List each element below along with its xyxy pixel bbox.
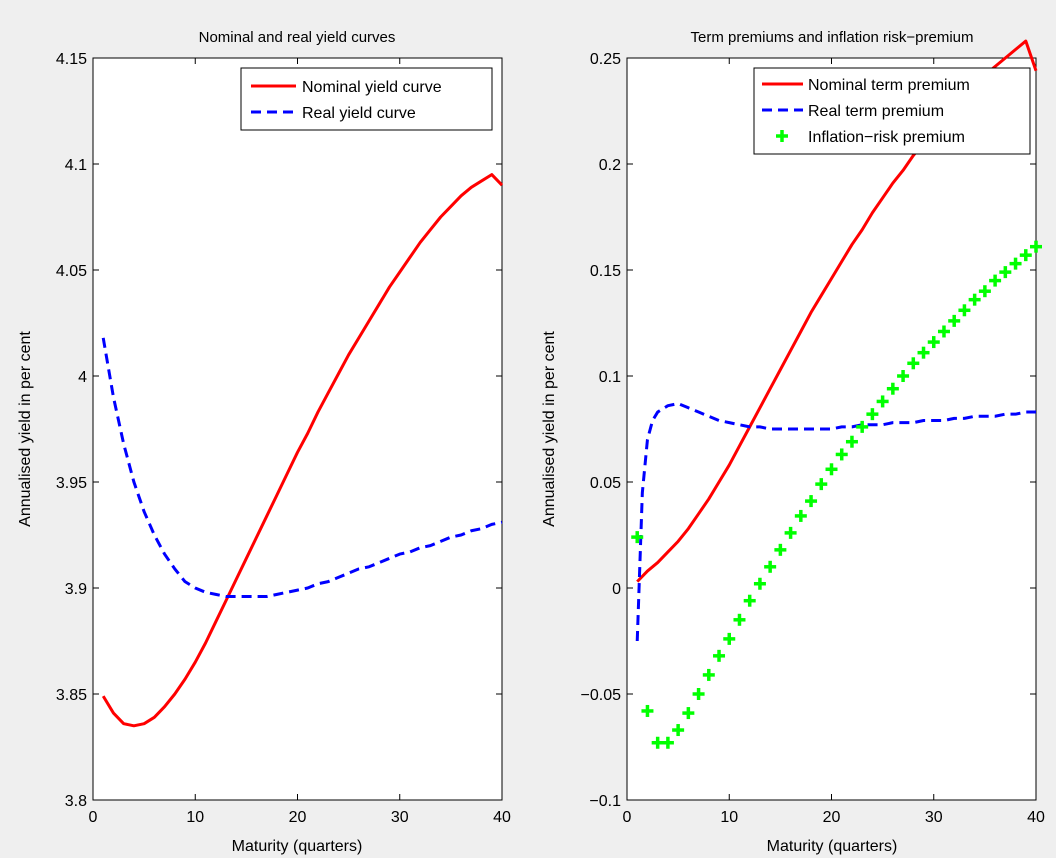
x-tick-label: 20 — [823, 809, 841, 826]
data-point — [1019, 249, 1032, 262]
data-point — [641, 704, 654, 717]
axis-ticks: 0 10 20 30 40 3.8 3.85 3.9 3.95 4 4.05 4.1 4.15 — [56, 51, 511, 826]
y-tick-label: 4.05 — [56, 263, 87, 280]
chart-title: Term premiums and inflation risk−premium — [690, 29, 973, 46]
y-tick-label: 4.15 — [56, 51, 87, 68]
data-point — [774, 543, 787, 556]
axis-ticks: 0 10 20 30 40 −0.1 −0.05 0 0.05 0.1 0.15 0.2 0.25 — [581, 51, 1045, 826]
data-point — [692, 688, 705, 700]
x-tick-label: 20 — [289, 809, 307, 826]
y-tick-label: 3.9 — [65, 581, 87, 598]
x-tick-label: 10 — [720, 809, 738, 826]
data-point — [733, 613, 746, 626]
x-tick-label: 10 — [186, 809, 204, 826]
data-point — [815, 478, 828, 491]
y-tick-label: 0.25 — [590, 51, 621, 68]
legend: Nominal yield curve Real yield curve — [240, 67, 493, 131]
y-tick-label: 0 — [612, 581, 621, 598]
y-tick-label: 4 — [78, 369, 87, 386]
x-tick-label: 40 — [1027, 809, 1045, 826]
y-tick-label: 3.8 — [65, 793, 87, 810]
data-point — [978, 285, 991, 298]
y-tick-label: 0.1 — [599, 369, 621, 386]
series-line — [635, 402, 1036, 642]
x-tick-label: 30 — [925, 809, 943, 826]
data-point — [937, 325, 950, 338]
series-markers — [631, 240, 1042, 749]
data-point — [835, 448, 848, 461]
data-point — [917, 346, 930, 359]
series-layer — [101, 173, 504, 728]
data-point — [897, 370, 910, 382]
chart-title: Nominal and real yield curves — [199, 29, 396, 46]
plot-area — [92, 57, 503, 801]
data-point — [886, 382, 899, 395]
y-tick-label: 0.05 — [590, 475, 621, 492]
data-point — [845, 435, 858, 448]
data-point — [702, 668, 715, 681]
y-axis-label: Annualised yield in per cent — [541, 331, 558, 527]
x-tick-label: 40 — [493, 809, 511, 826]
data-point — [753, 577, 766, 590]
y-tick-label: 0.15 — [590, 263, 621, 280]
y-tick-label: 3.95 — [56, 475, 87, 492]
data-point — [672, 724, 685, 737]
data-point — [825, 463, 838, 476]
legend-label-inflation-risk-premium: Inflation−risk premium — [808, 129, 965, 146]
legend-label-nominal-yield-curve: Nominal yield curve — [302, 79, 442, 96]
data-point — [723, 632, 736, 645]
data-point — [958, 304, 971, 317]
x-tick-label: 30 — [391, 809, 409, 826]
data-point — [743, 594, 756, 607]
x-axis-label: Maturity (quarters) — [232, 838, 363, 855]
y-tick-label: −0.1 — [589, 793, 621, 810]
y-tick-label: 0.2 — [599, 157, 621, 174]
chart-nominal-real-yield-curves: Nominal and real yield curves Maturity (… — [17, 29, 511, 855]
series-line — [101, 173, 504, 728]
x-tick-label: 0 — [623, 809, 632, 826]
legend-box — [240, 67, 493, 131]
legend-label-real-term-premium: Real term premium — [808, 103, 944, 120]
y-tick-label: 3.85 — [56, 687, 87, 704]
data-point — [682, 707, 695, 720]
legend: Nominal term premium Real term premium I… — [753, 67, 1031, 155]
plot-area — [626, 57, 1037, 801]
data-point — [876, 395, 889, 408]
chart-term-premiums: Term premiums and inflation risk−premium… — [541, 29, 1045, 855]
data-point — [794, 509, 807, 522]
data-point — [805, 495, 818, 508]
data-point — [968, 293, 981, 306]
data-point — [764, 560, 777, 573]
legend-marker-inflation-risk-premium — [776, 130, 788, 142]
data-point — [784, 526, 797, 539]
data-point — [651, 736, 664, 749]
legend-label-real-yield-curve: Real yield curve — [302, 105, 416, 122]
x-axis-label: Maturity (quarters) — [767, 838, 898, 855]
data-point — [927, 336, 940, 349]
data-point — [713, 649, 726, 662]
data-point — [866, 408, 879, 421]
data-point — [989, 274, 1002, 287]
x-tick-label: 0 — [89, 809, 98, 826]
data-point — [1009, 257, 1022, 270]
data-point — [999, 266, 1012, 279]
data-point — [631, 531, 644, 544]
y-tick-label: −0.05 — [581, 687, 622, 704]
legend-label-nominal-term-premium: Nominal term premium — [808, 77, 970, 94]
y-axis-label: Annualised yield in per cent — [17, 331, 34, 527]
data-point — [661, 736, 674, 749]
data-point — [856, 420, 869, 433]
data-point — [907, 357, 920, 370]
data-point — [1030, 240, 1042, 253]
y-tick-label: 4.1 — [65, 157, 87, 174]
data-point — [948, 314, 961, 327]
